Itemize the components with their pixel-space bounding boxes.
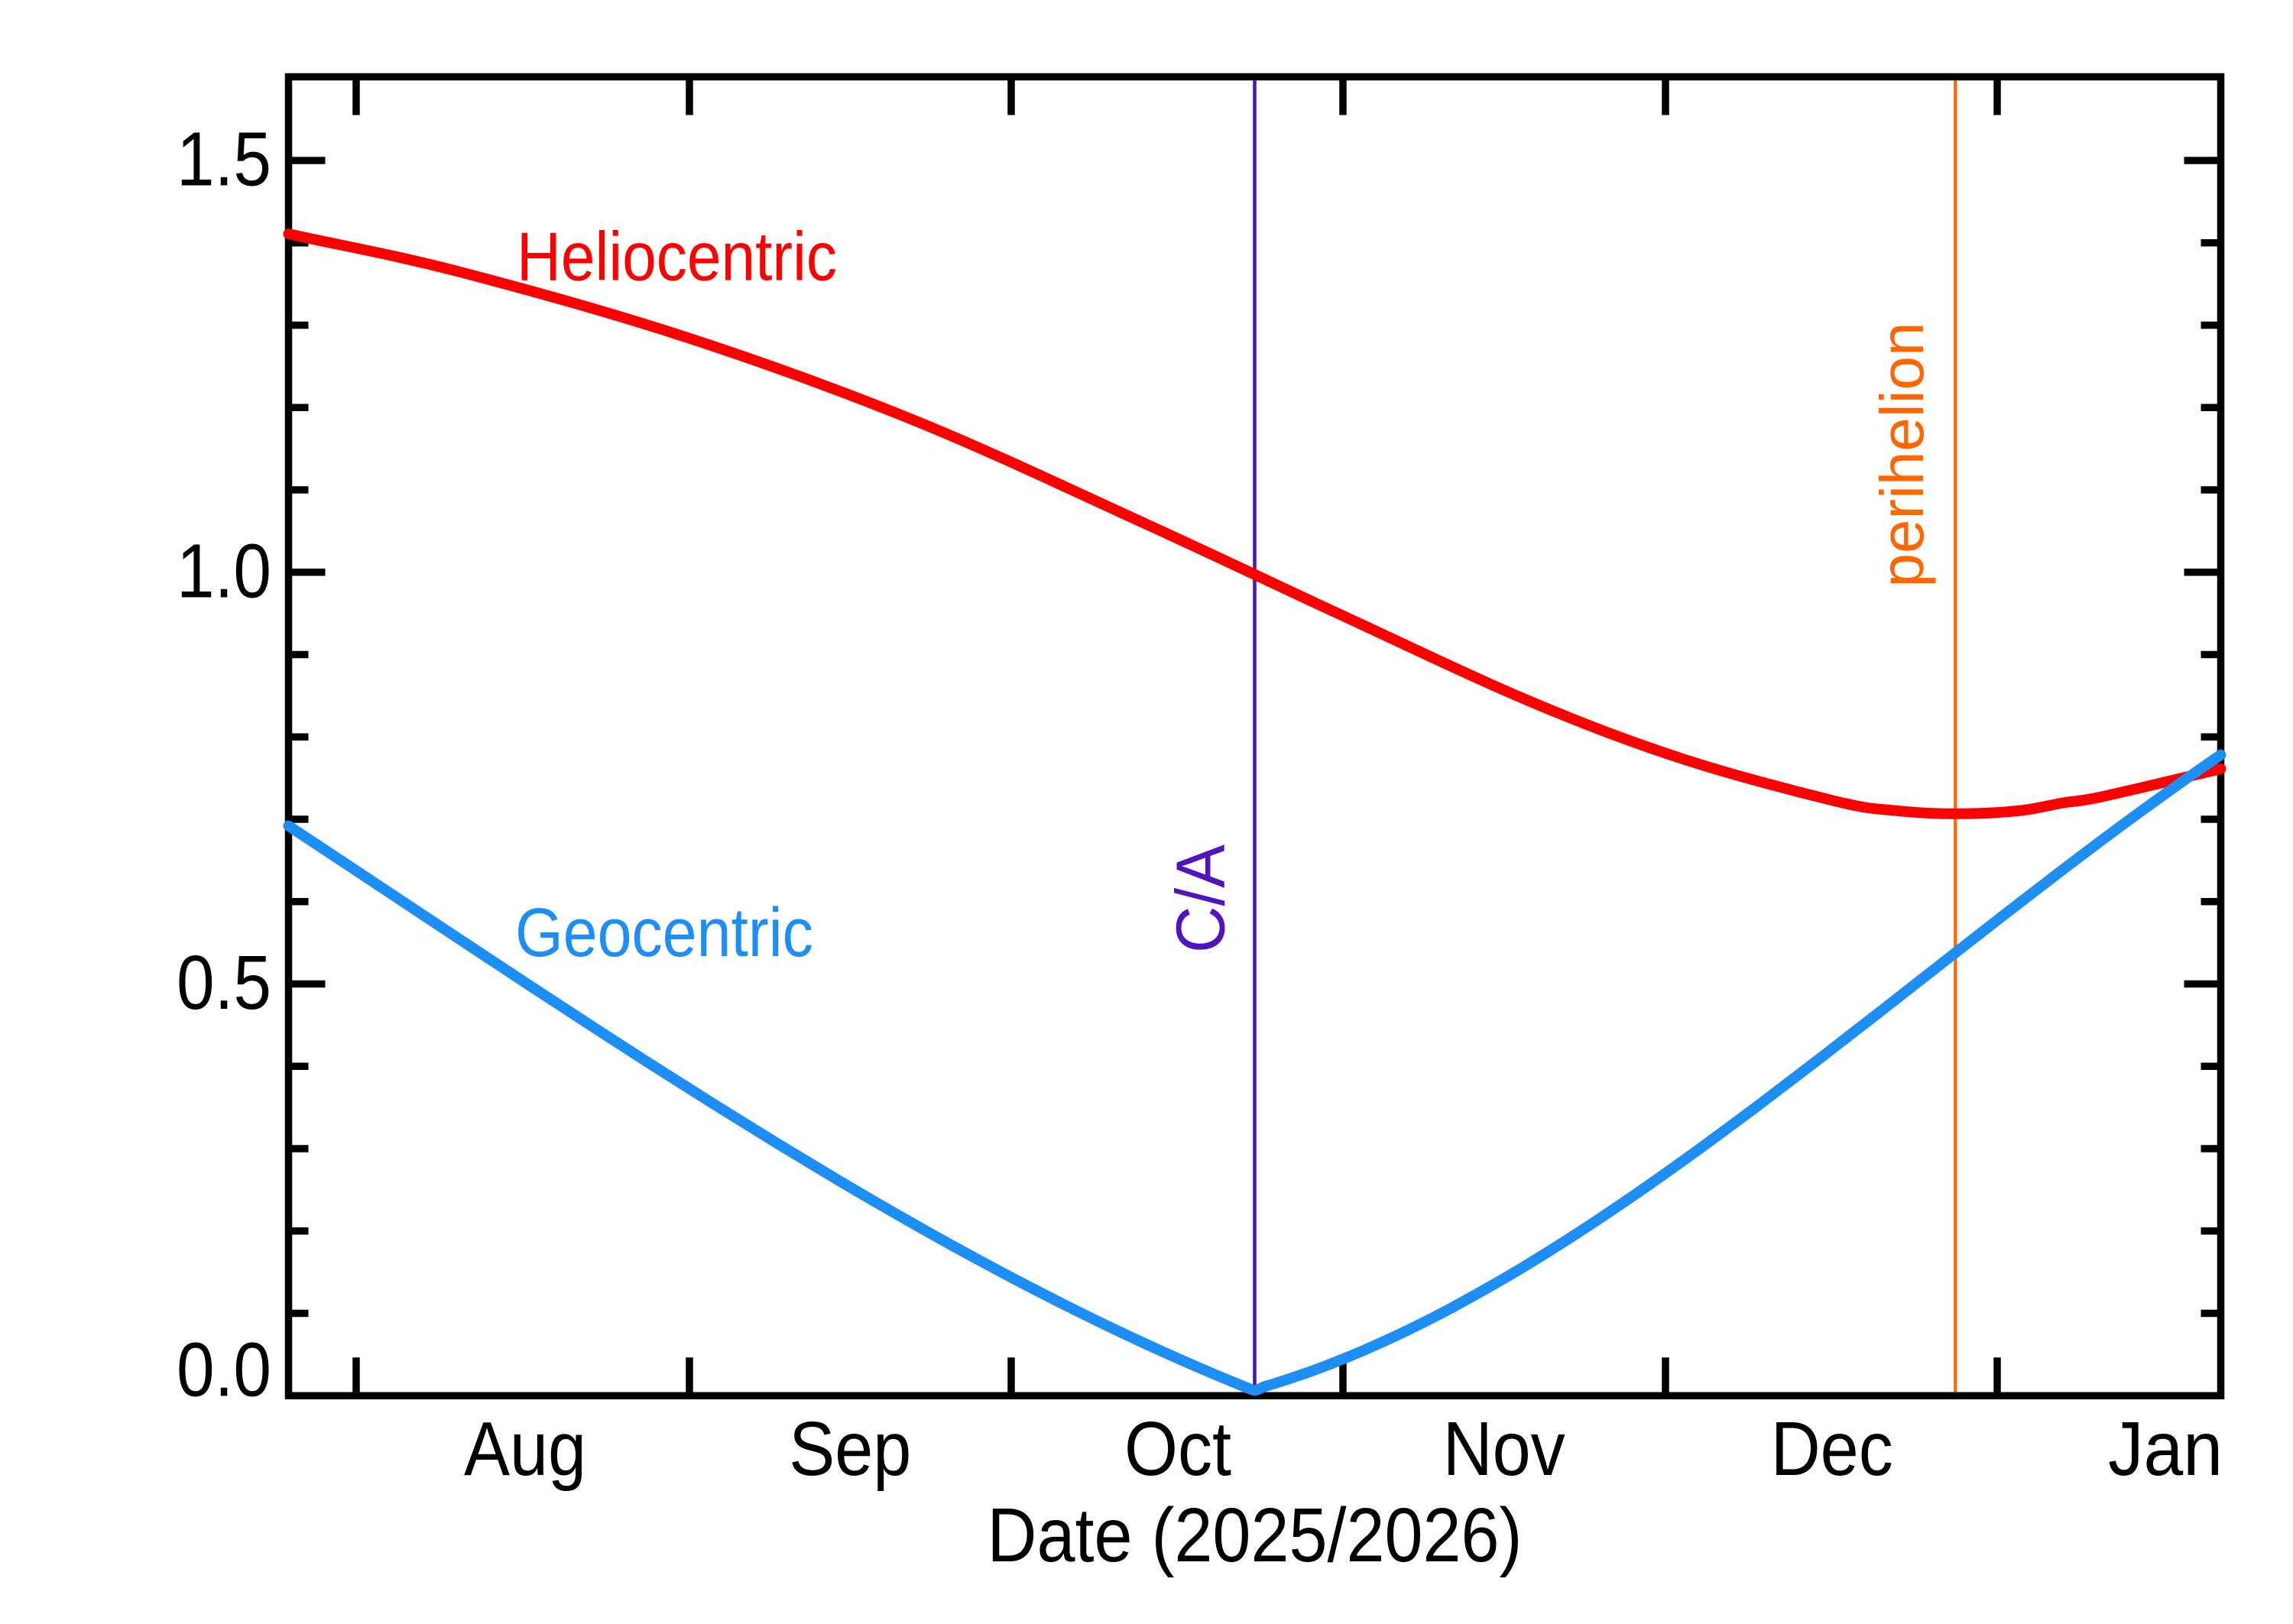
svg-text:Nov: Nov [1443,1406,1565,1492]
svg-text:1.0: 1.0 [177,528,271,614]
svg-text:C/A: C/A [1163,844,1239,953]
svg-text:1.5: 1.5 [177,117,271,203]
svg-text:Heliocentric: Heliocentric [517,219,837,296]
svg-text:Dec: Dec [1771,1406,1893,1492]
svg-text:Date (2025/2026): Date (2025/2026) [988,1493,1523,1578]
svg-text:Aug: Aug [464,1406,586,1492]
svg-text:Jan: Jan [2108,1406,2223,1492]
svg-text:perihelion: perihelion [1868,323,1936,588]
svg-text:0.0: 0.0 [177,1327,271,1413]
svg-text:Oct: Oct [1124,1406,1231,1492]
svg-text:Geocentric: Geocentric [515,895,813,971]
svg-text:0.5: 0.5 [177,940,271,1026]
svg-text:Sep: Sep [789,1406,911,1492]
